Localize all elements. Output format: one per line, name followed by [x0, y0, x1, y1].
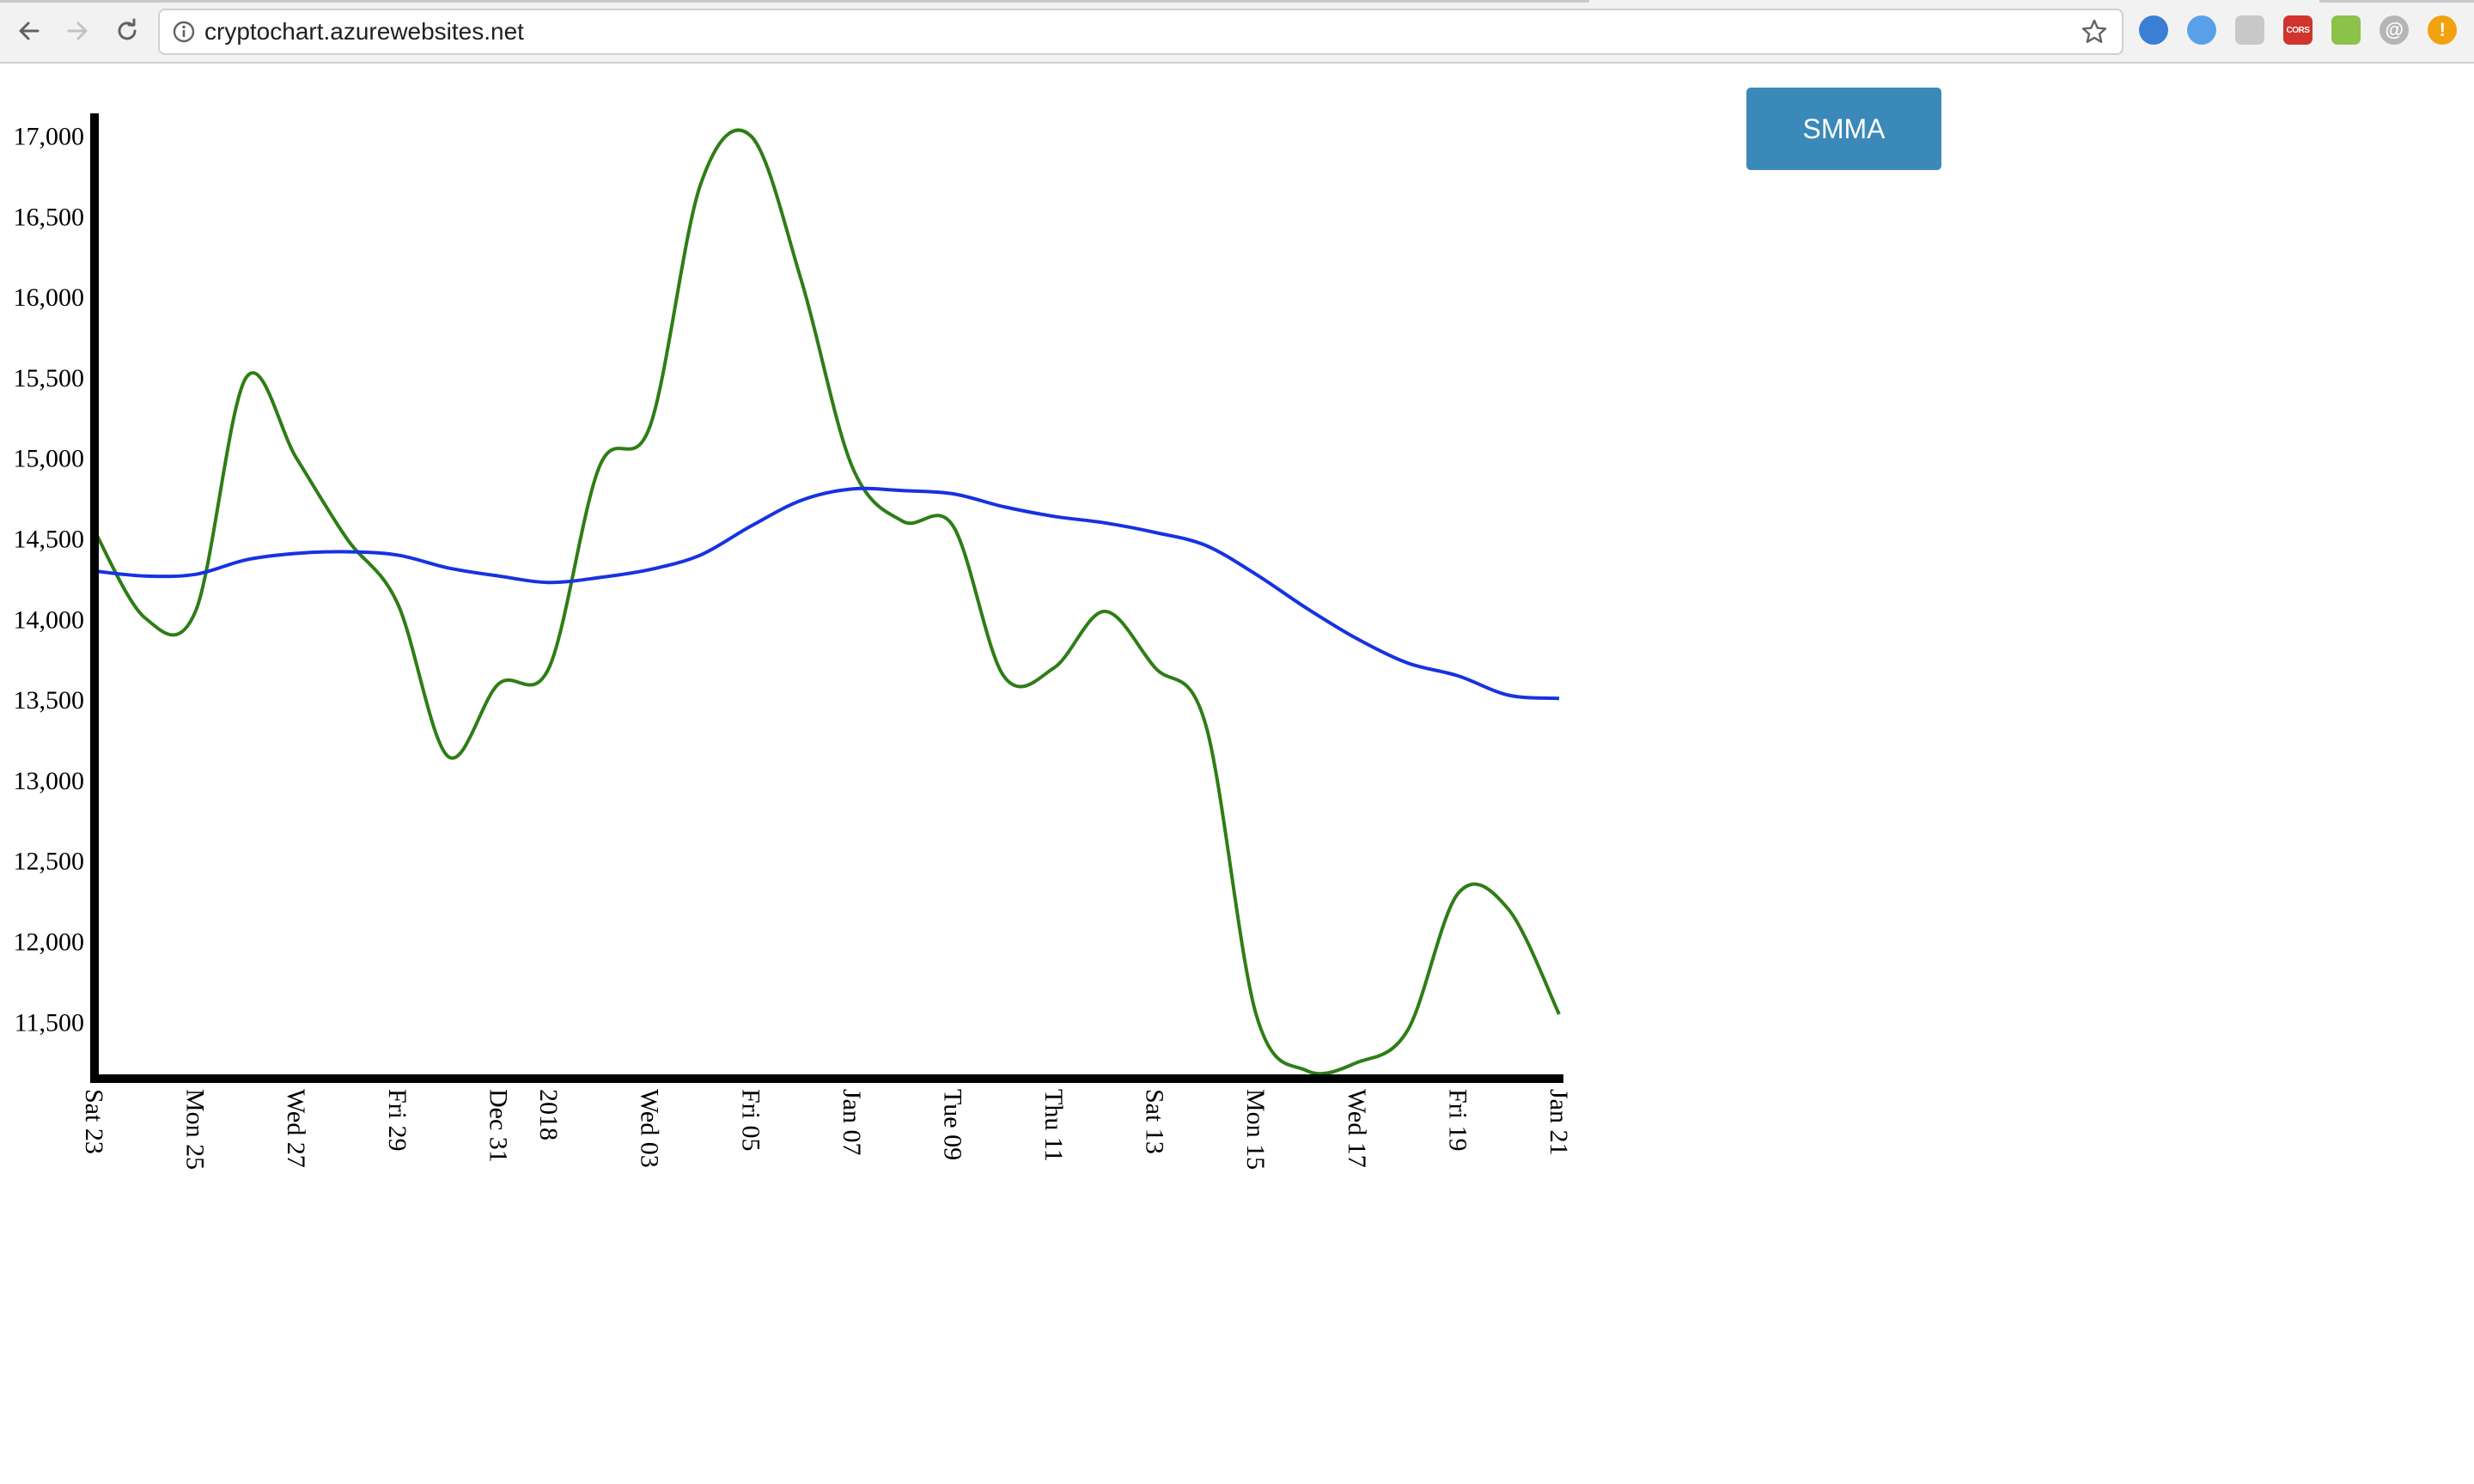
y-tick-label: 12,000 — [14, 928, 85, 957]
cors-extension-label: CORS — [2286, 25, 2310, 35]
browser-toolbar: cryptochart.azurewebsites.net CORS @! — [0, 0, 2474, 64]
series-layer — [93, 128, 1561, 1076]
y-axis-ticks: 11,500 12,000 12,500 13,000 13,500 14,000 14,5… — [14, 123, 85, 1037]
y-tick-label: 11,500 — [15, 1008, 84, 1037]
y-tick-label: 13,500 — [14, 686, 85, 715]
x-tick-label: Mon 25 — [181, 1089, 210, 1170]
x-tick-label: Jan 07 — [838, 1089, 866, 1156]
smma-series-line — [94, 486, 1560, 701]
cors-extension-icon[interactable]: CORS — [2283, 15, 2313, 45]
y-tick-label: 14,500 — [14, 526, 85, 554]
forward-button[interactable] — [57, 10, 98, 52]
green-extension-icon[interactable] — [2331, 15, 2361, 45]
alert-extension-icon[interactable]: ! — [2428, 15, 2457, 45]
y-tick-label: 13,000 — [14, 767, 85, 795]
y-tick-label: 17,000 — [14, 123, 85, 151]
x-tick-label: Wed 03 — [636, 1089, 664, 1168]
x-tick-label: Fri 05 — [736, 1089, 765, 1152]
x-tick-label: Sat 23 — [80, 1089, 108, 1154]
url-text[interactable]: cryptochart.azurewebsites.net — [204, 18, 524, 45]
y-tick-label: 14,000 — [14, 605, 85, 634]
x-tick-label: Mon 15 — [1241, 1089, 1270, 1170]
x-tick-label: Fri 29 — [383, 1089, 411, 1152]
x-tick-label: Wed 27 — [282, 1089, 310, 1168]
price-series-line — [93, 128, 1561, 1076]
bookmark-star-icon[interactable] — [2081, 18, 2108, 46]
price-chart: 11,500 12,000 12,500 13,000 13,500 14,000 14,5… — [14, 113, 1573, 1170]
address-bar[interactable]: cryptochart.azurewebsites.net — [158, 9, 2124, 55]
x-tick-label: Sat 13 — [1141, 1089, 1169, 1154]
x-tick-label: Fri 19 — [1443, 1089, 1472, 1152]
reload-icon — [118, 18, 137, 40]
y-tick-label: 16,000 — [14, 283, 85, 312]
x-axis-ticks: Sat 23 Mon 25 Wed 27 Fri 29 Dec 31 2018 Wed 03… — [80, 1089, 1573, 1170]
smma-button[interactable]: SMMA — [1746, 88, 1941, 170]
x-tick-label: Dec 31 — [484, 1089, 512, 1163]
forward-arrow-icon — [67, 21, 88, 40]
x-tick-label: Thu 11 — [1039, 1089, 1068, 1162]
x-tick-label: Wed 17 — [1343, 1089, 1371, 1168]
back-button[interactable] — [9, 10, 50, 52]
speaker-extension-icon[interactable] — [2235, 15, 2264, 45]
y-tick-label: 15,000 — [14, 445, 85, 473]
y-tick-label: 16,500 — [14, 203, 85, 231]
x-tick-label: 2018 — [534, 1089, 563, 1140]
x-tick-label: Jan 21 — [1545, 1089, 1573, 1156]
y-tick-label: 12,500 — [14, 848, 85, 876]
back-arrow-icon — [19, 21, 40, 40]
tab-strip-left — [0, 0, 1589, 3]
timer-extension-icon[interactable] — [2187, 15, 2216, 45]
info-icon[interactable] — [172, 20, 196, 44]
alert-extension-label: ! — [2439, 19, 2446, 40]
globe-extension-icon[interactable] — [2139, 15, 2168, 45]
at-extension-label: @ — [2385, 19, 2404, 40]
reload-button[interactable] — [107, 10, 148, 52]
y-tick-label: 15,500 — [14, 364, 85, 392]
x-tick-label: Tue 09 — [938, 1089, 966, 1160]
at-extension-icon[interactable]: @ — [2380, 15, 2409, 45]
tab-strip-right — [2319, 0, 2474, 3]
